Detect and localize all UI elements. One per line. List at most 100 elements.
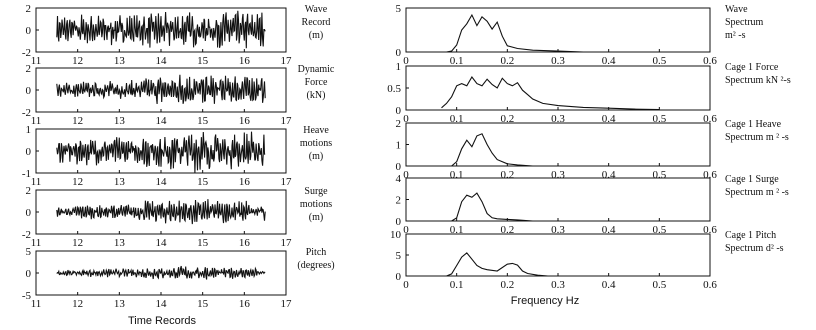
panel-5-xtick-label: 0.6 bbox=[703, 55, 717, 67]
panel-5-xtick-label: 0.4 bbox=[602, 55, 616, 67]
panel-4-xtick-label: 11 bbox=[31, 298, 42, 310]
panel-1-xtick-label: 16 bbox=[239, 115, 251, 127]
panel-4-xtick-label: 15 bbox=[197, 298, 209, 310]
panel-2-xtick-label: 14 bbox=[156, 176, 168, 188]
panel-8-xtick-label: 0.4 bbox=[602, 224, 616, 236]
panel-6-label-line: Spectrum kN ²-s bbox=[725, 75, 791, 86]
panel-9-ytick-label: 0 bbox=[396, 271, 402, 283]
panel-6-xtick-label: 0.1 bbox=[450, 113, 464, 125]
panel-7-xtick-label: 0.1 bbox=[450, 169, 464, 181]
panel-2-ytick-label: 0 bbox=[26, 146, 32, 158]
panel-1-label-line: Force bbox=[305, 77, 328, 88]
panel-8-ytick-label: 4 bbox=[396, 173, 402, 185]
panel-9-xtick-label: 0.2 bbox=[500, 279, 514, 291]
panel-5-xtick-label: 0.1 bbox=[450, 55, 464, 67]
panel-1-label-line: Dynamic bbox=[298, 64, 335, 75]
panel-4-xtick-label: 17 bbox=[281, 298, 293, 310]
panel-5-xtick-label: 0.2 bbox=[500, 55, 514, 67]
panel-6-xtick-label: 0.5 bbox=[652, 113, 666, 125]
panel-3-xtick-label: 13 bbox=[114, 237, 126, 249]
panel-1-xtick-label: 11 bbox=[31, 115, 42, 127]
panel-1-xtick-label: 15 bbox=[197, 115, 209, 127]
panel-9-xtick-label: 0.3 bbox=[551, 279, 565, 291]
panel-8-ytick-label: 2 bbox=[396, 195, 402, 207]
panel-1-series-line bbox=[56, 74, 266, 105]
panel-8-series-line bbox=[451, 192, 533, 222]
panel-2-label-line: Heave bbox=[303, 125, 329, 136]
panel-8-frame bbox=[405, 177, 711, 222]
panel-0-ytick-label: 2 bbox=[26, 3, 32, 15]
panel-4-ytick-label: 5 bbox=[26, 246, 32, 258]
panel-0-xtick-label: 11 bbox=[31, 55, 42, 67]
panel-7-ytick-label: 2 bbox=[396, 118, 402, 130]
panel-1-xtick-label: 13 bbox=[114, 115, 126, 127]
panel-1-xtick-label: 17 bbox=[281, 115, 293, 127]
panel-8-label-line: Spectrum m ² -s bbox=[725, 187, 789, 198]
panel-2-xtick-label: 16 bbox=[239, 176, 251, 188]
panel-4-xtick-label: 14 bbox=[156, 298, 168, 310]
panel-4-ytick-label: -5 bbox=[22, 290, 32, 302]
panel-0-series-line bbox=[56, 10, 266, 49]
panel-9-frame bbox=[405, 233, 711, 277]
panel-7-xtick-label: 0 bbox=[403, 169, 409, 181]
panel-5-frame bbox=[405, 7, 711, 53]
panel-7-series-line bbox=[451, 133, 533, 167]
panel-9-xtick-label: 0.1 bbox=[450, 279, 464, 291]
panel-2-xtick-label: 17 bbox=[281, 176, 293, 188]
panel-5-label-line: Wave bbox=[725, 4, 748, 15]
panel-8-xtick-label: 0.6 bbox=[703, 224, 717, 236]
panel-4-label-line: (degrees) bbox=[297, 260, 334, 271]
panel-8-ytick-label: 0 bbox=[396, 216, 402, 228]
panel-6-ytick-label: 0 bbox=[396, 105, 402, 117]
panel-5-label-line: Spectrum bbox=[725, 17, 764, 28]
panel-6-ytick-label: 0.5 bbox=[387, 83, 401, 95]
panel-6-xtick-label: 0.4 bbox=[602, 113, 616, 125]
panel-9-xtick-label: 0 bbox=[403, 279, 409, 291]
panel-7-ytick-label: 1 bbox=[396, 140, 402, 152]
panel-6-ytick-label: 1 bbox=[396, 61, 402, 73]
panel-2-xtick-label: 12 bbox=[72, 176, 83, 188]
panel-3-xtick-label: 12 bbox=[72, 237, 83, 249]
panel-4-series-line bbox=[56, 265, 266, 280]
panel-2-label-line: (m) bbox=[309, 151, 323, 162]
panel-9-xtick-label: 0.5 bbox=[652, 279, 666, 291]
panel-3-xtick-label: 11 bbox=[31, 237, 42, 249]
panel-7-xtick-label: 0.5 bbox=[652, 169, 666, 181]
panel-2-ytick-label: 1 bbox=[26, 124, 32, 136]
panel-7-label-line: Cage 1 Heave bbox=[725, 119, 782, 130]
panel-3-label-line: motions bbox=[300, 199, 332, 210]
panel-3-xtick-label: 17 bbox=[281, 237, 293, 249]
panel-0-ytick-label: 0 bbox=[26, 25, 32, 37]
panel-9-ytick-label: 10 bbox=[390, 229, 402, 241]
panel-6-xtick-label: 0.3 bbox=[551, 113, 565, 125]
panel-5-xtick-label: 0.5 bbox=[652, 55, 666, 67]
panel-6-xtick-label: 0.2 bbox=[500, 113, 514, 125]
panel-8-label-line: Cage 1 Surge bbox=[725, 174, 779, 185]
panel-2-xtick-label: 11 bbox=[31, 176, 42, 188]
frequency-axis-caption: Frequency Hz bbox=[511, 295, 579, 307]
panel-0-xtick-label: 12 bbox=[72, 55, 83, 67]
panel-9-ytick-label: 5 bbox=[396, 250, 402, 262]
panel-9-xtick-label: 0.4 bbox=[602, 279, 616, 291]
panel-4-xtick-label: 13 bbox=[114, 298, 126, 310]
panel-3-ytick-label: 2 bbox=[26, 185, 32, 197]
panel-5-ytick-label: 5 bbox=[396, 3, 402, 15]
panel-1-xtick-label: 12 bbox=[72, 115, 83, 127]
panel-0-xtick-label: 15 bbox=[197, 55, 209, 67]
panel-4-label-line: Pitch bbox=[306, 247, 327, 258]
panel-1-ytick-label: 0 bbox=[26, 85, 32, 97]
panel-5-label-line: m² -s bbox=[725, 30, 746, 41]
panel-1-ytick-label: -2 bbox=[22, 107, 31, 119]
panel-0-xtick-label: 16 bbox=[239, 55, 251, 67]
panel-7-xtick-label: 0.2 bbox=[500, 169, 514, 181]
panel-5-xtick-label: 0.3 bbox=[551, 55, 565, 67]
panel-0-label-line: Wave bbox=[305, 4, 328, 15]
panel-7-frame bbox=[405, 122, 711, 167]
panel-2-label-line: motions bbox=[300, 138, 332, 149]
panel-1-xtick-label: 14 bbox=[156, 115, 168, 127]
panel-4-xtick-label: 12 bbox=[72, 298, 83, 310]
panel-4-ytick-label: 0 bbox=[26, 268, 32, 280]
panel-6-xtick-label: 0.6 bbox=[703, 113, 717, 125]
panel-7-xtick-label: 0.3 bbox=[551, 169, 565, 181]
